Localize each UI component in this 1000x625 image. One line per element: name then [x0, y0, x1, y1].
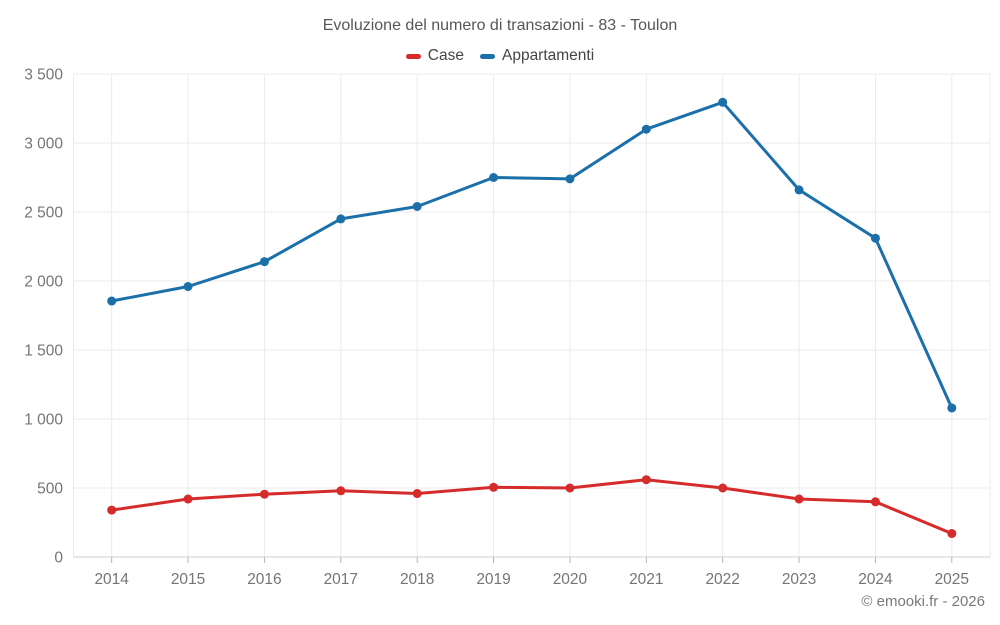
svg-text:2014: 2014: [94, 571, 129, 588]
legend-item-appartamenti[interactable]: Appartamenti: [479, 47, 595, 65]
svg-text:2019: 2019: [476, 571, 510, 588]
svg-text:2015: 2015: [171, 571, 205, 588]
svg-text:2023: 2023: [782, 571, 816, 588]
svg-text:2024: 2024: [858, 571, 893, 588]
svg-text:2 500: 2 500: [24, 205, 63, 222]
svg-text:1 500: 1 500: [24, 343, 63, 360]
svg-text:500: 500: [37, 481, 63, 498]
svg-text:2022: 2022: [705, 571, 739, 588]
svg-text:2025: 2025: [935, 571, 969, 588]
svg-text:1 000: 1 000: [24, 412, 63, 429]
svg-text:2020: 2020: [553, 571, 588, 588]
appartamenti-series-swatch: [479, 53, 495, 59]
case-series-swatch: [405, 53, 421, 59]
svg-text:2021: 2021: [629, 571, 663, 588]
legend-item-case[interactable]: Case: [405, 47, 464, 65]
svg-text:2018: 2018: [400, 571, 434, 588]
svg-text:2016: 2016: [247, 571, 281, 588]
chart-title: Evoluzione del numero di transazioni - 8…: [322, 17, 678, 34]
svg-text:2 000: 2 000: [24, 274, 63, 291]
copyright-footer: © emooki.fr - 2026: [861, 593, 985, 610]
chart-legend: Case Appartamenti: [0, 47, 1000, 65]
svg-text:3 500: 3 500: [24, 67, 63, 84]
svg-text:3 000: 3 000: [24, 136, 63, 153]
legend-label-case: Case: [427, 47, 464, 64]
svg-text:0: 0: [54, 550, 63, 567]
svg-text:2017: 2017: [324, 571, 358, 588]
legend-label-appartamenti: Appartamenti: [501, 47, 595, 64]
